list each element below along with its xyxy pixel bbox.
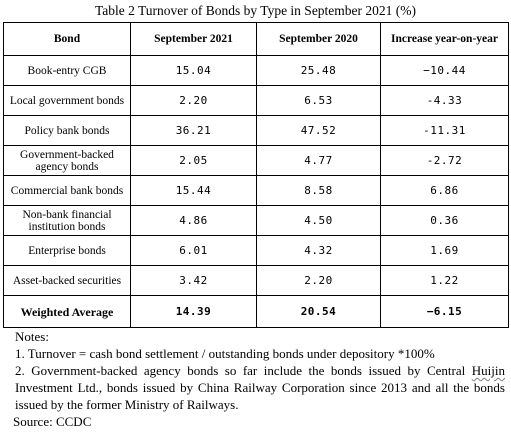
sep2020-cell: 47.52 bbox=[256, 115, 381, 146]
sep2021-cell: 2.05 bbox=[130, 145, 257, 176]
notes-heading: Notes: bbox=[15, 329, 49, 344]
table-row: Policy bank bonds 36.21 47.52 -11.31 bbox=[3, 115, 509, 146]
sep2021-cell: 15.44 bbox=[130, 175, 257, 206]
weighted-average-sep2020: 20.54 bbox=[256, 295, 381, 328]
note-2-text-end: Investment Ltd., bonds issued by China R… bbox=[15, 380, 505, 412]
source-line: Source: CCDC bbox=[13, 414, 92, 429]
table-row: Enterprise bonds 6.01 4.32 1.69 bbox=[3, 235, 509, 266]
column-header-yoy-increase: Increase year-on-year bbox=[380, 22, 509, 56]
sep2021-cell: 15.04 bbox=[130, 55, 257, 86]
table-header-row: Bond September 2021 September 2020 Incre… bbox=[3, 22, 509, 56]
weighted-average-sep2021: 14.39 bbox=[130, 295, 257, 328]
note-2: 2. Government-backed agency bonds so far… bbox=[15, 362, 505, 413]
table-row: Asset-backed securities 3.42 2.20 1.22 bbox=[3, 265, 509, 296]
yoy-cell: −10.44 bbox=[380, 55, 509, 86]
sep2021-cell: 36.21 bbox=[130, 115, 257, 146]
bond-name-cell: Local government bonds bbox=[3, 85, 131, 116]
table-row: Commercial bank bonds 15.44 8.58 6.86 bbox=[3, 175, 509, 206]
table-row: Government-backed agency bonds 2.05 4.77… bbox=[3, 145, 509, 176]
column-header-bond: Bond bbox=[3, 22, 131, 56]
spellcheck-flagged-word: Huijin bbox=[471, 363, 505, 378]
bond-turnover-table: Bond September 2021 September 2020 Incre… bbox=[3, 22, 509, 328]
weighted-average-row: Weighted Average 14.39 20.54 −6.15 bbox=[3, 295, 509, 328]
table-title: Table 2 Turnover of Bonds by Type in Sep… bbox=[94, 3, 417, 18]
weighted-average-yoy: −6.15 bbox=[380, 295, 509, 328]
sep2020-cell: 6.53 bbox=[256, 85, 381, 116]
yoy-cell: -11.31 bbox=[380, 115, 509, 146]
sep2020-cell: 25.48 bbox=[256, 55, 381, 86]
sep2021-cell: 3.42 bbox=[130, 265, 257, 296]
yoy-cell: 1.22 bbox=[380, 265, 509, 296]
column-header-september-2021: September 2021 bbox=[130, 22, 257, 56]
bond-name-cell: Commercial bank bonds bbox=[3, 175, 131, 206]
sep2021-cell: 4.86 bbox=[130, 205, 257, 236]
bond-name-cell: Book-entry CGB bbox=[3, 55, 131, 86]
column-header-september-2020: September 2020 bbox=[256, 22, 381, 56]
table-row: Non-bank financial institution bonds 4.8… bbox=[3, 205, 509, 236]
yoy-cell: 6.86 bbox=[380, 175, 509, 206]
weighted-average-label: Weighted Average bbox=[3, 295, 131, 328]
note-2-text-start: 2. Government-backed agency bonds so far… bbox=[15, 363, 472, 378]
sep2020-cell: 4.50 bbox=[256, 205, 381, 236]
sep2020-cell: 2.20 bbox=[256, 265, 381, 296]
bond-name-cell: Non-bank financial institution bonds bbox=[3, 205, 131, 236]
yoy-cell: -2.72 bbox=[380, 145, 509, 176]
table-row: Book-entry CGB 15.04 25.48 −10.44 bbox=[3, 55, 509, 86]
bond-name-cell: Government-backed agency bonds bbox=[3, 145, 131, 176]
bond-name-cell: Asset-backed securities bbox=[3, 265, 131, 296]
notes-section: Notes: 1. Turnover = cash bond settlemen… bbox=[13, 328, 505, 430]
note-1: 1. Turnover = cash bond settlement / out… bbox=[15, 346, 435, 361]
bond-name-cell: Enterprise bonds bbox=[3, 235, 131, 266]
sep2020-cell: 8.58 bbox=[256, 175, 381, 206]
sep2021-cell: 6.01 bbox=[130, 235, 257, 266]
yoy-cell: -4.33 bbox=[380, 85, 509, 116]
yoy-cell: 0.36 bbox=[380, 205, 509, 236]
bond-name-cell: Policy bank bonds bbox=[3, 115, 131, 146]
table-row: Local government bonds 2.20 6.53 -4.33 bbox=[3, 85, 509, 116]
sep2020-cell: 4.32 bbox=[256, 235, 381, 266]
yoy-cell: 1.69 bbox=[380, 235, 509, 266]
sep2020-cell: 4.77 bbox=[256, 145, 381, 176]
sep2021-cell: 2.20 bbox=[130, 85, 257, 116]
